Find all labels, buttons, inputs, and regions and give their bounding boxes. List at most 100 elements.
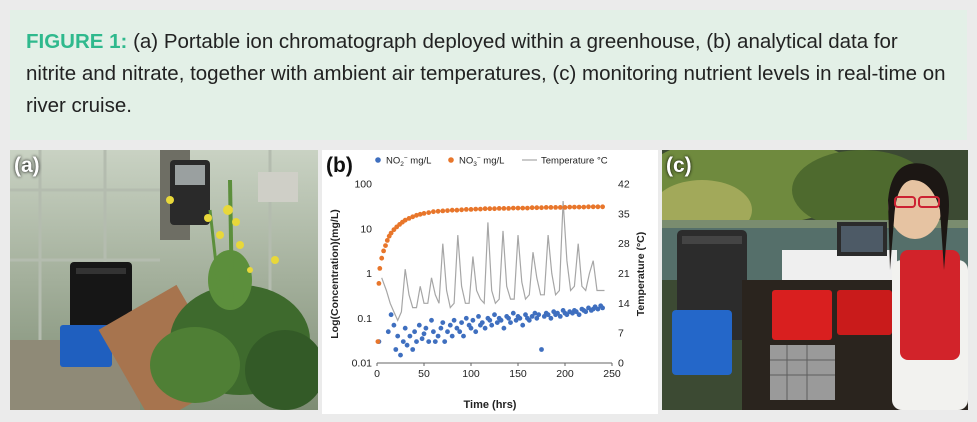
nitrate-point [543, 205, 549, 210]
nitrite-point [404, 342, 410, 348]
nitrate-point [510, 205, 516, 211]
x-tick-label: 250 [603, 368, 621, 380]
nitrite-point [534, 315, 540, 321]
nitrite-point [506, 315, 511, 321]
nitrate-point [539, 205, 544, 211]
y-tick-label: 0.1 [357, 313, 372, 325]
legend-nitrite-marker [375, 157, 381, 163]
nitrate-point [459, 207, 464, 213]
nitrite-point [492, 312, 497, 318]
nitrite-point [419, 336, 425, 342]
nitrate-point [548, 205, 554, 210]
nitrite-point [468, 325, 474, 331]
nitrate-point [402, 217, 408, 223]
nitrite-point [398, 352, 403, 358]
nitrate-point [482, 206, 488, 212]
nitrite-point [482, 325, 488, 331]
nitrite-point [498, 317, 504, 323]
nitrate-point [529, 205, 535, 211]
caption-text: (a) Portable ion chromatograph deployed … [26, 30, 946, 117]
nitrate-point [375, 339, 381, 344]
nitrite-point [545, 312, 551, 318]
nitrate-point [590, 204, 596, 210]
nitrite-point [454, 325, 460, 331]
nitrate-point [417, 211, 423, 217]
nitrite-point [461, 333, 466, 339]
nitrate-point [379, 255, 385, 261]
nitrate-point [426, 210, 432, 215]
nitrate-point [581, 204, 587, 210]
nitrite-point [423, 325, 429, 331]
nitrite-point [494, 320, 500, 325]
nitrate-point [473, 206, 479, 212]
nitrite-point [508, 320, 513, 325]
nitrite-point [583, 309, 589, 315]
caption-box: FIGURE 1: (a) Portable ion chromatograph… [10, 10, 967, 140]
x-axis-label: Time (hrs) [464, 399, 517, 411]
nitrite-point [532, 310, 538, 316]
nitrate-point [557, 205, 563, 210]
y2-tick-label: 42 [618, 179, 630, 191]
nitrite-point [523, 312, 528, 318]
nitrate-point [520, 205, 526, 211]
nitrite-point [600, 305, 605, 311]
nitrite-point [402, 325, 408, 331]
y2-tick-label: 28 [618, 238, 630, 250]
nitrate-series [375, 204, 605, 344]
nitrate-point [440, 208, 446, 214]
nitrite-point [463, 315, 469, 321]
nitrite-point [442, 339, 448, 344]
photo-river-cruise: (c) [662, 150, 968, 410]
chart: 0 50 100 150 200 250 0.01 0.1 1 10 100 0 7 14 21 28 35 42… [329, 155, 647, 411]
nitrite-point [536, 312, 542, 318]
nitrate-point [487, 206, 493, 212]
nitrite-point [414, 339, 419, 344]
river-cruise-illustration [662, 150, 968, 410]
nitrite-point [451, 317, 457, 323]
nitrate-point [381, 248, 386, 254]
nitrate-point [478, 206, 483, 212]
nitrite-point [470, 317, 476, 323]
nitrate-point [384, 238, 390, 243]
nitrite-point [393, 347, 399, 352]
nitrate-point [377, 266, 383, 271]
nitrite-point [501, 325, 507, 331]
nitrite-point [435, 333, 441, 339]
nitrate-point [501, 206, 507, 211]
nitrite-point [457, 329, 463, 335]
nitrite-point [459, 320, 464, 325]
nitrate-point [576, 204, 582, 210]
legend-nitrite: NO2− mg/L [386, 155, 431, 168]
nitrite-point [431, 329, 436, 335]
legend: NO2− mg/L NO3− mg/L Temperature °C [375, 155, 608, 168]
nitrite-point [489, 322, 495, 328]
y2-axis-label: Temperature (°C) [635, 232, 647, 317]
tick-labels: 0 50 100 150 200 250 0.01 0.1 1 10 100 0 7 14 21 28 35 42 [352, 179, 630, 381]
y2-tick-label: 35 [618, 208, 630, 220]
x-tick-label: 100 [462, 368, 480, 380]
nitrite-series [376, 303, 605, 358]
nitrite-point [529, 314, 535, 319]
nitrite-point [564, 312, 570, 318]
nitrate-point [586, 204, 591, 210]
nitrite-point [595, 306, 601, 312]
y-tick-label: 1 [366, 268, 372, 280]
photo-greenhouse: (a) [10, 150, 318, 410]
nitrate-point [421, 211, 427, 216]
nitrite-point [388, 312, 394, 318]
nitrite-point [473, 329, 479, 335]
nitrite-point [421, 331, 427, 337]
nitrite-point [438, 325, 444, 331]
nitrite-point [385, 329, 391, 335]
nitrite-point [407, 333, 413, 339]
y2-tick-label: 14 [618, 298, 630, 310]
nitrite-point [391, 322, 397, 328]
nitrite-point [416, 322, 422, 328]
nitrate-point [463, 207, 469, 212]
nitrate-point [506, 206, 511, 211]
nitrate-point [468, 207, 474, 212]
nitrate-point [449, 207, 455, 213]
nitrite-point [432, 339, 438, 344]
nitrite-point [426, 339, 432, 344]
y2-tick-label: 0 [618, 358, 624, 370]
